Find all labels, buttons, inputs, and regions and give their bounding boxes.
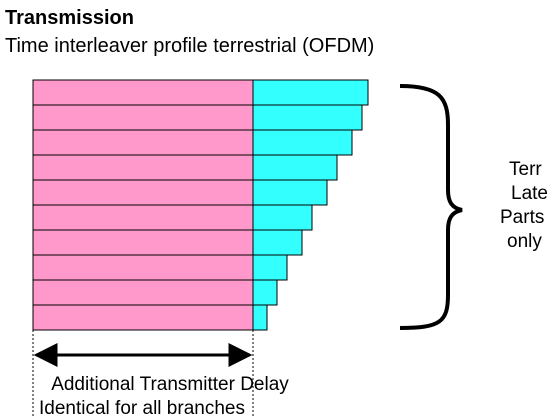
pink-block: [32, 154, 254, 181]
brace: [399, 84, 463, 330]
pink-block: [32, 204, 254, 231]
title: Transmission: [5, 7, 134, 29]
cyan-block: [252, 154, 338, 181]
cyan-block: [252, 229, 303, 256]
side-label: Parts: [500, 207, 544, 228]
pink-block: [32, 304, 254, 331]
cyan-block: [252, 104, 363, 131]
pink-block: [32, 279, 254, 306]
cyan-block: [252, 129, 353, 156]
pink-block: [32, 179, 254, 206]
bottom-label: Identical for all branches: [39, 398, 245, 418]
side-label: Terr: [509, 159, 542, 180]
pink-block: [32, 104, 254, 131]
side-label: only: [507, 231, 542, 252]
cyan-block: [252, 179, 328, 206]
cyan-block: [252, 79, 369, 106]
side-label: Late: [511, 183, 548, 204]
bottom-label: Additional Transmitter Delay: [51, 374, 289, 395]
interleaver-rows: [32, 79, 369, 331]
cyan-block: [252, 279, 278, 306]
subtitle: Time interleaver profile terrestrial (OF…: [5, 35, 374, 57]
pink-block: [32, 254, 254, 281]
cyan-block: [252, 204, 313, 231]
cyan-block: [252, 254, 288, 281]
pink-block: [32, 129, 254, 156]
cyan-block: [252, 304, 268, 331]
pink-block: [32, 229, 254, 256]
pink-block: [32, 79, 254, 106]
